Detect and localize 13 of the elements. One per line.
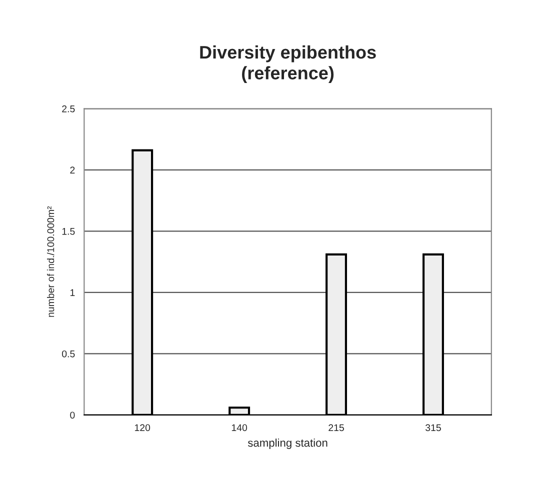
y-tick-label: 0 <box>70 412 75 419</box>
y-tick-label: 0.5 <box>62 350 75 358</box>
y-tick-label: 2 <box>70 166 75 174</box>
chart-title: Diversity epibenthos (reference) <box>200 45 376 84</box>
y-axis-title: number of ind./100.000m² <box>47 206 54 317</box>
y-tick-label: 1 <box>70 289 75 296</box>
x-axis-title: sampling station <box>248 438 328 449</box>
y-tick-label: 1.5 <box>62 228 75 235</box>
x-tick-label: 215 <box>328 424 344 432</box>
x-tick-label: 120 <box>134 424 150 432</box>
y-tick-label: 2.5 <box>62 105 75 112</box>
x-tick-label: 140 <box>232 424 248 432</box>
x-tick-label: 315 <box>425 424 441 432</box>
